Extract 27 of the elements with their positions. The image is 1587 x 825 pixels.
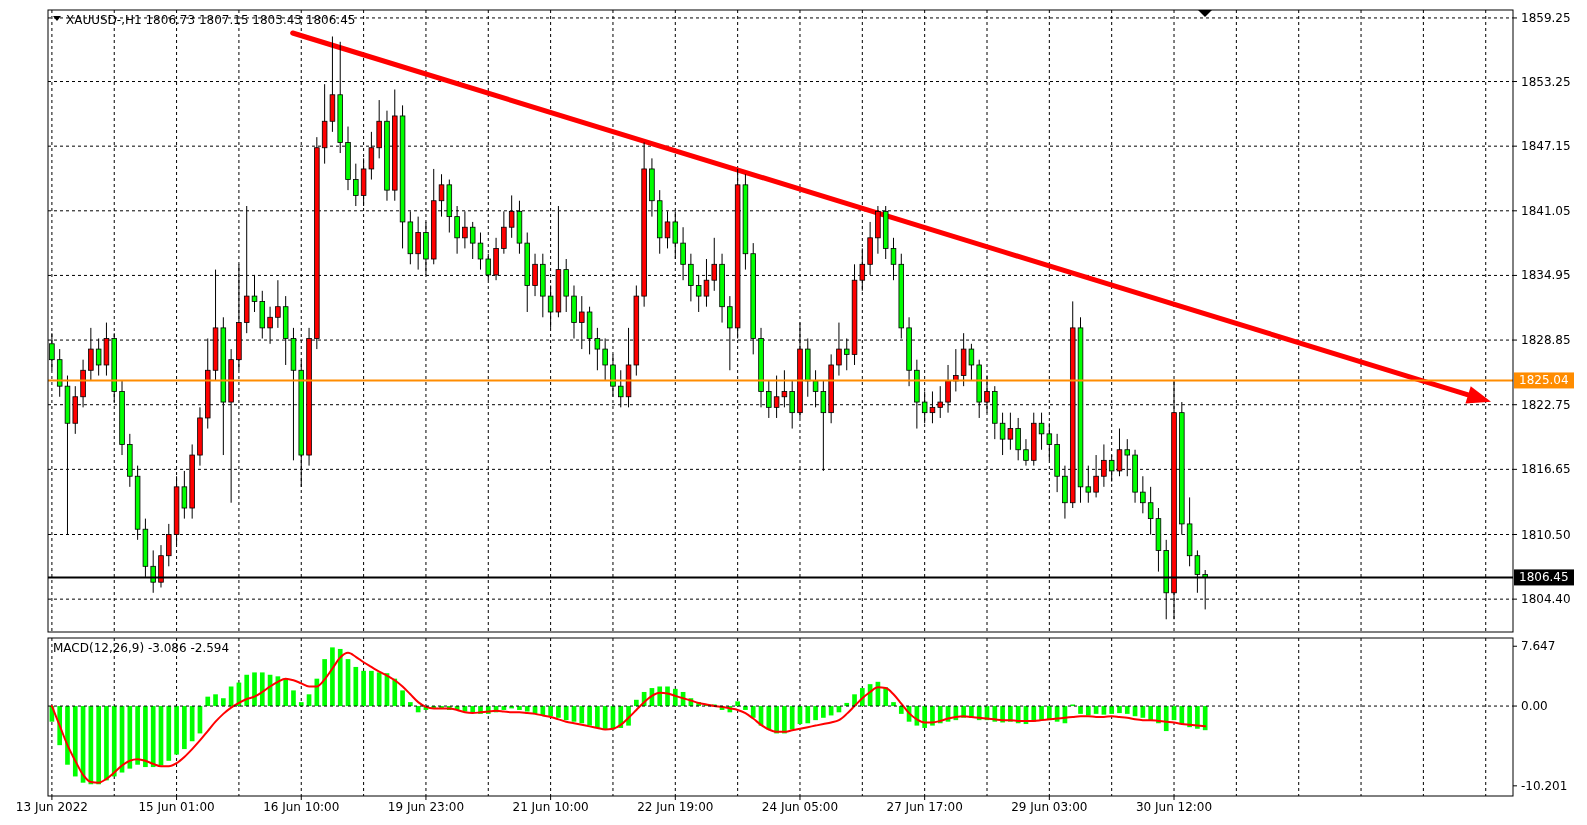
y-tick-label: 0.00 [1521, 699, 1548, 714]
y-tick-label: 1810.50 [1521, 527, 1571, 542]
x-tick-label: 19 Jun 23:00 [387, 800, 465, 814]
x-tick-label: 30 Jun 12:00 [1135, 800, 1213, 814]
x-tick-label: 15 Jun 01:00 [138, 800, 215, 814]
y-tick-label: 1828.85 [1521, 333, 1571, 348]
ref-line-label: 1825.04 [1519, 373, 1569, 388]
y-tick-label: 1841.05 [1521, 203, 1571, 218]
y-tick-label: 1859.25 [1521, 10, 1571, 25]
x-tick-label: 16 Jun 10:00 [263, 800, 340, 814]
y-tick-label: 1816.65 [1521, 462, 1571, 477]
y-tick-label: -10.201 [1521, 778, 1568, 793]
x-tick-label: 24 Jun 05:00 [761, 800, 839, 814]
y-tick-label: 7.647 [1521, 639, 1556, 654]
x-tick-label: 21 Jun 10:00 [512, 800, 589, 814]
y-tick-label: 1822.75 [1521, 397, 1571, 412]
y-tick-label: 1853.25 [1521, 74, 1571, 89]
y-tick-label: 1847.15 [1521, 139, 1571, 154]
y-tick-label: 1834.95 [1521, 268, 1571, 283]
ref-line-label: 1806.45 [1519, 570, 1569, 585]
x-tick-label: 29 Jun 03:00 [1011, 800, 1088, 814]
chart-title: MACD(12,26,9) -3.086 -2.594 [53, 641, 230, 655]
chart-title: XAUUSD-,H1 1806.73 1807.15 1803.43 1806.45 [66, 13, 356, 27]
x-tick-label: 22 Jun 19:00 [637, 800, 714, 814]
x-tick-label: 13 Jun 2022 [15, 800, 88, 814]
x-tick-label: 27 Jun 17:00 [886, 800, 963, 814]
y-tick-label: 1804.40 [1521, 592, 1571, 607]
